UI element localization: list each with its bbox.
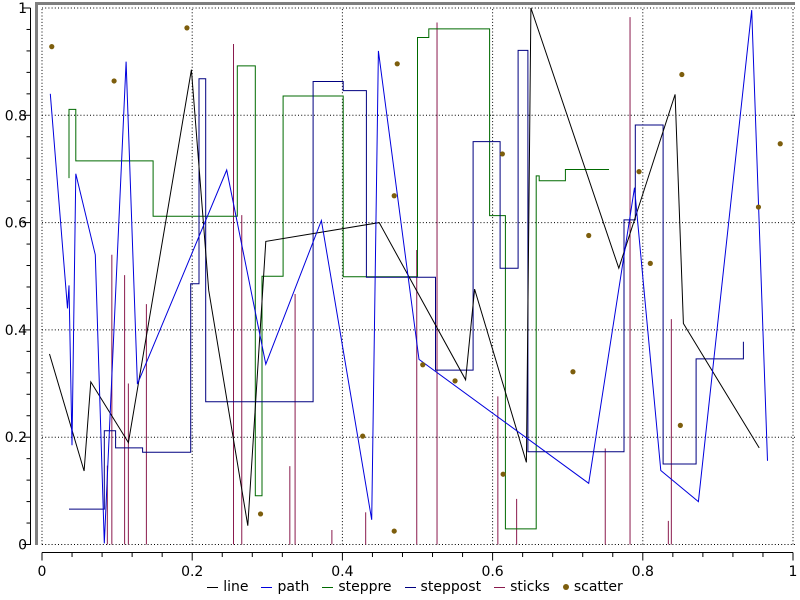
legend-label: scatter	[573, 579, 623, 595]
series-scatter-point	[391, 528, 397, 534]
series-scatter-point	[679, 71, 685, 78]
legend-dash-marker	[207, 586, 219, 588]
y-tick-label: 0.2	[5, 430, 27, 446]
x-tick-label: 0.8	[632, 564, 654, 580]
x-tick-label: 0.6	[481, 564, 503, 580]
series-path	[49, 10, 768, 544]
legend-label: steppost	[420, 579, 482, 595]
legend-item-scatter: scatter	[562, 579, 623, 595]
y-tick-label: 0.6	[5, 216, 27, 232]
legend-label: path	[277, 579, 310, 595]
series-scatter-point	[499, 151, 505, 157]
legend-item-line: line	[207, 579, 248, 595]
gridlines	[41, 7, 795, 545]
series-scatter-point	[647, 260, 653, 266]
series-scatter-point	[636, 169, 642, 175]
series-steppost	[69, 49, 744, 510]
series-scatter-point	[391, 193, 397, 199]
legend-dash-marker	[261, 586, 273, 588]
x-tick-label: 1	[789, 564, 798, 580]
y-tick-label: 0.8	[5, 108, 27, 124]
series-scatter-point	[111, 78, 117, 84]
x-tick-label: 0	[38, 564, 47, 580]
series-scatter-point	[184, 25, 190, 31]
legend-label: sticks	[510, 579, 550, 595]
series-scatter-point	[677, 422, 683, 428]
series-steppre	[68, 28, 609, 530]
legend: line path steppre steppost sticks scatter	[0, 579, 800, 595]
series-scatter-point	[452, 378, 458, 384]
legend-dot-marker	[562, 584, 569, 590]
series-line	[49, 7, 760, 526]
series-scatter-point	[49, 44, 55, 50]
series-scatter-point	[755, 204, 762, 210]
series-scatter-point	[570, 369, 576, 375]
plot-frame	[35, 2, 795, 545]
series-scatter-point	[586, 232, 592, 239]
data-series	[49, 7, 783, 545]
axis-ticks	[22, 7, 794, 561]
series-scatter-point	[394, 61, 400, 67]
y-tick-label: 0.4	[5, 323, 27, 339]
legend-item-path: path	[261, 579, 309, 595]
series-scatter-point	[360, 433, 366, 439]
legend-dash-marker	[404, 586, 416, 588]
x-tick-label: 0.2	[181, 564, 203, 580]
x-tick-label: 0.4	[331, 564, 353, 580]
y-tick-label: 0	[18, 538, 27, 554]
series-scatter-point	[500, 471, 506, 477]
legend-dash-marker	[494, 586, 506, 588]
legend-item-steppre: steppre	[322, 579, 392, 595]
legend-label: line	[223, 579, 249, 595]
series-scatter-point	[777, 141, 783, 147]
y-tick-label: 1	[18, 1, 27, 17]
legend-label: steppre	[338, 579, 392, 595]
frame-top	[35, 2, 795, 5]
legend-item-steppost: steppost	[404, 579, 482, 595]
series-scatter-point	[257, 511, 264, 517]
legend-item-sticks: sticks	[494, 579, 550, 595]
axis-rulers	[30, 8, 793, 553]
series-scatter-point	[420, 362, 426, 368]
axis-tick-labels: 0 0.2 0.4 0.6 0.8 1 0 0.2 0.4 0.6 0.8 1	[5, 1, 798, 580]
frame-left	[35, 2, 38, 545]
legend-dash-marker	[322, 586, 334, 588]
